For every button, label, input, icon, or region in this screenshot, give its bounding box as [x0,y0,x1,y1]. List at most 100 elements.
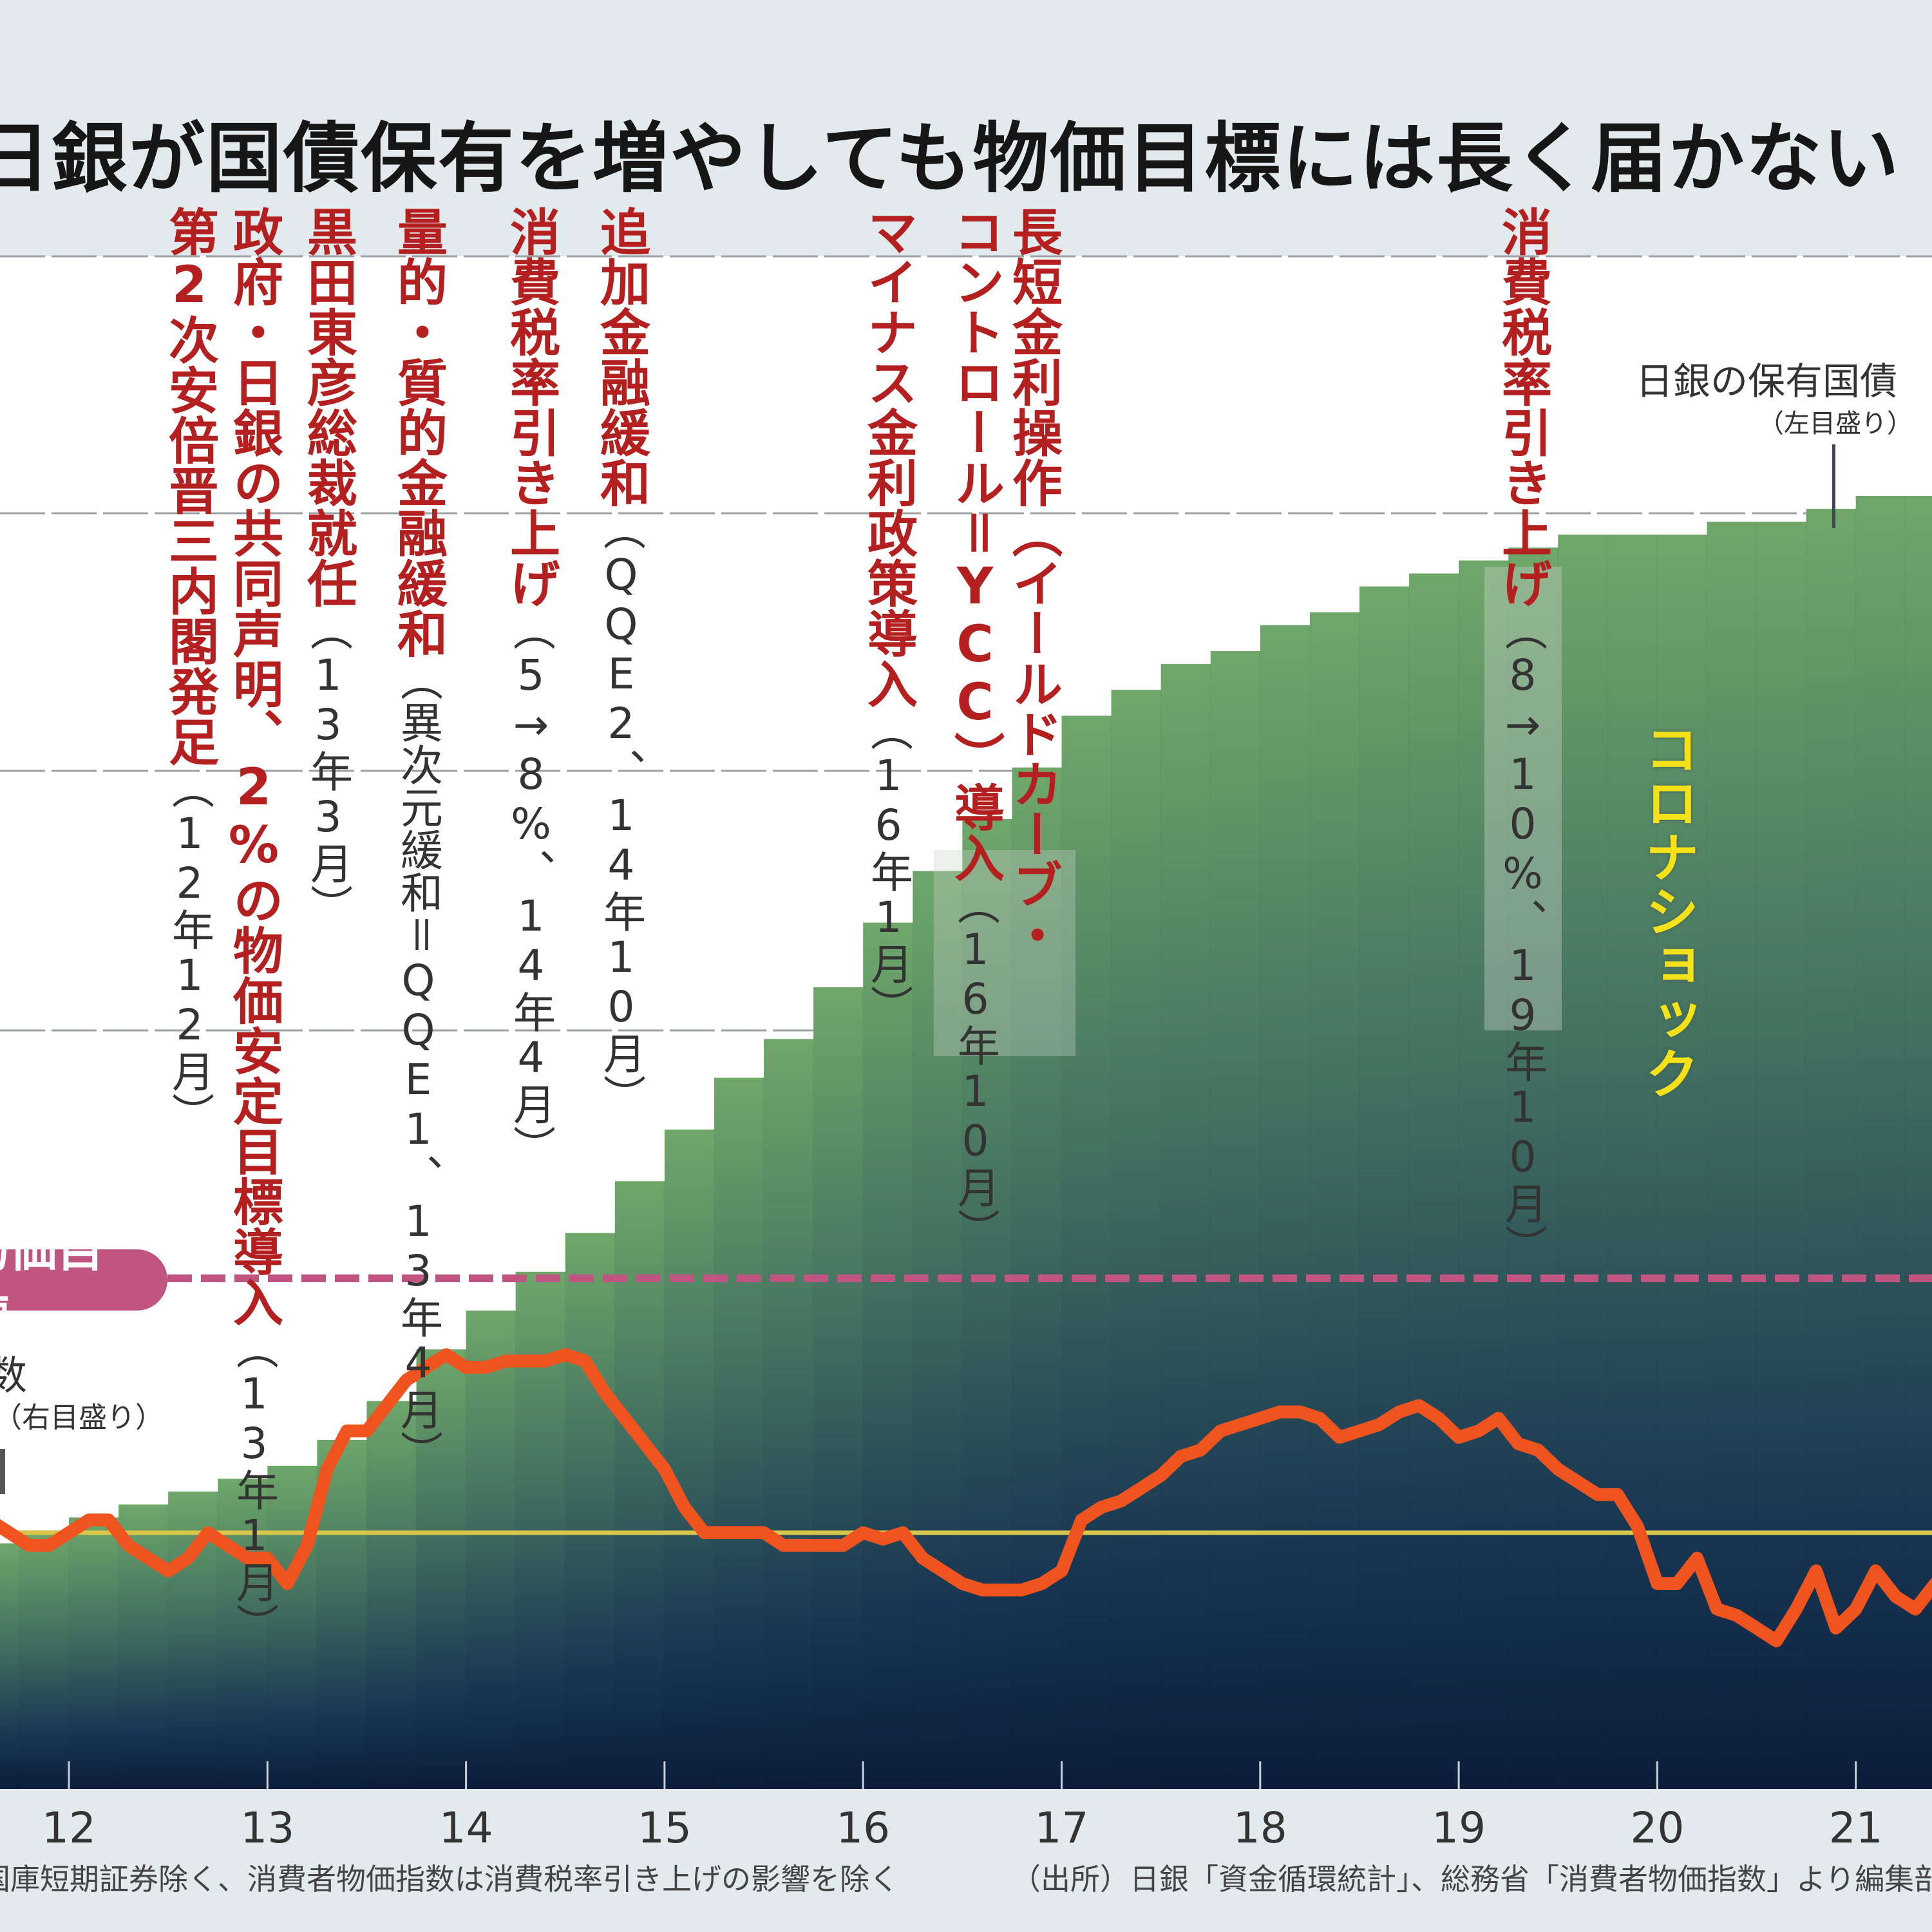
boj-holdings-bar [714,1077,765,1789]
footer-background [0,1789,1932,1932]
boj-holdings-bar [1409,573,1460,1789]
cpi-point [1417,1404,1421,1407]
cpi-point [345,1430,348,1432]
cpi-point [1060,1569,1063,1573]
cpi-point [1040,1582,1043,1585]
event-tax-hike-8: 消費税率引き上げ（5→8%、14年4月） [502,206,560,1168]
cpi-point [1557,1468,1560,1471]
cpi-point [1179,1455,1182,1458]
cpi-point [1258,1417,1262,1420]
cpi-point [901,1531,904,1534]
cpi-point [1696,1557,1699,1560]
cpi-point [1914,1607,1917,1611]
cpi-point [464,1366,468,1369]
boj-holdings-bar [1309,612,1360,1789]
cpi-point [1159,1474,1162,1477]
boj-holdings-bar [366,1401,417,1789]
tax-hike-highlight-box [1484,567,1562,1030]
cpi-point [68,1531,70,1534]
cpi-point [723,1531,726,1534]
cpi-point [603,1391,607,1394]
cpi-point [643,1442,647,1445]
cpi-point [882,1537,885,1540]
cpi-point [583,1359,587,1363]
event-abe-cabinet: 第2次安倍晋三内閣発足（12年12月） [160,206,218,1135]
cpi-point [206,1531,209,1534]
cpi-point [802,1544,805,1547]
cpi-point [1715,1607,1718,1611]
x-tick-label: 15 [637,1803,692,1853]
cpi-point [782,1544,785,1547]
cpi-point [822,1544,825,1547]
boj-holdings-bar [764,1039,815,1789]
cpi-point [365,1430,368,1432]
cpi-point [921,1557,924,1560]
event-tax-hike-10-group: 消費税率引き上げ（8→10%、19年10月） [1484,206,1562,1267]
cpi-point [1577,1481,1580,1483]
x-tick-label: 18 [1233,1803,1287,1853]
cpi-legend-scale: （右目盛り） [0,1401,164,1434]
cpi-point [385,1404,388,1407]
boj-legend-leader [1832,444,1835,528]
boj-holdings-bar [813,987,864,1789]
boj-holdings-bar [1905,496,1932,1789]
cpi-point [8,1531,11,1534]
cpi-point [743,1531,746,1534]
boj-holdings-bar [1359,586,1410,1789]
cpi-point [107,1519,110,1522]
cpi-point [1001,1588,1004,1591]
x-tick-label: 14 [439,1803,493,1853]
cpi-point [1199,1448,1202,1452]
event-tax-hike-10: 消費税率引き上げ（8→10%、19年10月） [1493,206,1551,1267]
x-tick-label: 13 [240,1803,295,1853]
cpi-point [127,1544,130,1547]
cpi-point [266,1557,269,1560]
cpi-point [762,1531,766,1534]
cpi-point [1874,1569,1877,1573]
cpi-point [1020,1588,1023,1591]
cpi-point [167,1569,170,1573]
cpi-point [1080,1519,1083,1522]
cpi-point [564,1353,567,1356]
cpi-point [544,1359,547,1363]
x-tick-label: 17 [1034,1803,1089,1853]
boj-holdings-bar [1210,650,1261,1790]
event-ycc-group: 長短金利操作（イールドカーブ・ コントロール＝YCC）導入（16年10月） [934,206,1075,1251]
cpi-point [663,1468,666,1471]
cpi-point [1139,1486,1142,1490]
boj-holdings-bar [1558,535,1609,1789]
boj-holdings-bar [19,1530,70,1789]
cpi-point [325,1468,328,1471]
cpi-legend-leader [0,1449,5,1494]
boj-holdings-bar [1160,664,1211,1789]
price-target-label: 物価目標 [0,1222,167,1347]
cpi-point [405,1379,408,1381]
corona-shock-label: コロナショック [1636,721,1700,1100]
cpi-point [1318,1417,1321,1420]
boj-holdings-bar [1111,690,1162,1789]
cpi-point [186,1557,189,1560]
cpi-point [981,1588,984,1591]
cpi-point [1616,1493,1619,1496]
boj-holdings-bar [466,1311,516,1789]
cpi-point [28,1544,31,1547]
boj-holdings-bar [1260,625,1311,1789]
cpi-point [1219,1430,1222,1432]
cpi-point [504,1359,507,1363]
boj-holdings-bar [1756,522,1807,1790]
cpi-point [1676,1582,1679,1585]
event-ycc-line2: コントロール＝YCC）導入（16年10月） [946,206,1004,1251]
boj-holdings-bar [1061,715,1112,1789]
cpi-point [1755,1627,1758,1630]
event-joint-statement: 政府・日銀の共同声明、2%の物価安定目標導入（13年1月） [225,206,283,1645]
cpi-point [48,1544,51,1547]
cpi-point [623,1417,627,1420]
cpi-point [1775,1639,1778,1642]
chart-title: 日銀が国債保有を増やしても物価目標には長く届かない [0,114,1900,203]
cpi-point [1100,1506,1103,1509]
x-tick-label: 16 [836,1803,891,1853]
cpi-point [1477,1430,1480,1432]
cpi-point [305,1544,308,1547]
